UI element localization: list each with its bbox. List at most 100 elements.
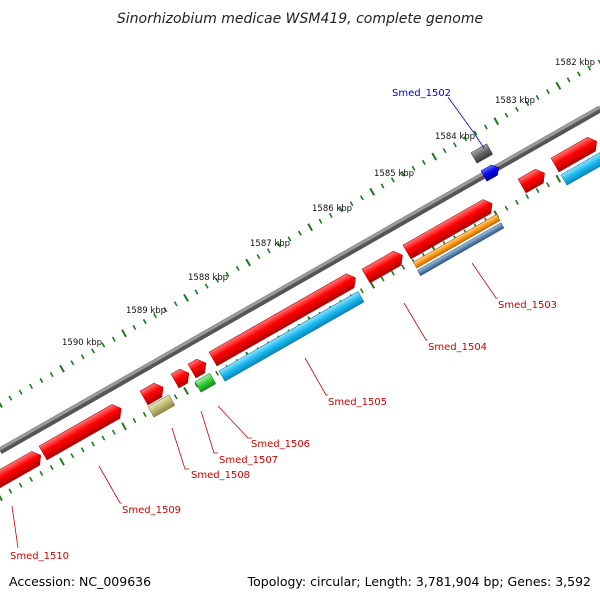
tick-mark bbox=[369, 187, 376, 196]
map-title: Sinorhizobium medicae WSM419, complete g… bbox=[117, 11, 483, 27]
tick-mark bbox=[493, 117, 500, 126]
tick-label: 1584 kbp bbox=[435, 132, 475, 142]
tick-mark bbox=[70, 453, 75, 459]
tick-label: 1587 kbp bbox=[250, 239, 290, 249]
tick-mark bbox=[484, 124, 488, 130]
gene-label-smed-1502[interactable]: Smed_1502 bbox=[392, 88, 451, 99]
tick-mark bbox=[473, 130, 478, 136]
tick-mark bbox=[452, 142, 457, 148]
tick-mark bbox=[91, 441, 95, 447]
tick-mark bbox=[390, 270, 395, 276]
tick-mark bbox=[204, 283, 209, 289]
gene-label-smed-1508[interactable]: Smed_1508 bbox=[191, 470, 250, 481]
tick-mark bbox=[39, 470, 44, 477]
gene-label-smed-1506[interactable]: Smed_1506 bbox=[251, 439, 310, 450]
tick-mark bbox=[183, 293, 189, 302]
tick-mark bbox=[29, 383, 33, 389]
tick-mark bbox=[535, 95, 540, 101]
tick-mark bbox=[8, 488, 13, 494]
gene-arrow[interactable] bbox=[0, 448, 45, 498]
gene-arrow[interactable] bbox=[417, 222, 505, 276]
tick-mark bbox=[339, 206, 344, 213]
gene-arrow[interactable] bbox=[147, 394, 176, 418]
tick-mark bbox=[0, 494, 3, 501]
gene-labels: Smed_1502 Smed_1503 Smed_1504 Smed_1505 … bbox=[10, 88, 557, 562]
tick-mark bbox=[277, 242, 282, 248]
tick-label: 1586 kbp bbox=[312, 204, 352, 214]
gene-label-smed-1507[interactable]: Smed_1507 bbox=[219, 455, 278, 466]
tick-mark bbox=[401, 264, 406, 270]
gene-arrow[interactable] bbox=[170, 366, 193, 389]
tick-mark bbox=[142, 318, 147, 325]
gene-label-smed-1504[interactable]: Smed_1504 bbox=[428, 342, 487, 353]
tick-mark bbox=[390, 177, 395, 183]
tick-mark bbox=[194, 289, 199, 295]
tick-mark bbox=[401, 171, 406, 177]
gene-arrow[interactable] bbox=[218, 291, 365, 382]
tick-mark bbox=[111, 429, 116, 435]
tick-mark bbox=[235, 265, 240, 272]
tick-mark bbox=[194, 382, 199, 388]
gene-label-smed-1503[interactable]: Smed_1503 bbox=[498, 300, 557, 311]
tick-mark bbox=[380, 183, 385, 189]
gene-arrow[interactable] bbox=[38, 401, 125, 461]
tick-mark bbox=[442, 148, 447, 154]
gene-arrow[interactable] bbox=[560, 150, 600, 186]
gene-label-smed-1510[interactable]: Smed_1510 bbox=[10, 551, 69, 562]
tick-label: 1588 kbp bbox=[188, 273, 228, 283]
tick-label: 1585 kbp bbox=[374, 169, 414, 179]
tick-mark bbox=[555, 174, 562, 183]
tick-mark bbox=[0, 401, 3, 408]
tick-mark bbox=[525, 193, 530, 200]
tick-mark bbox=[132, 417, 137, 423]
topology-summary: Topology: circular; Length: 3,781,904 bp… bbox=[247, 574, 591, 589]
tick-mark bbox=[535, 188, 540, 194]
gene-arrow[interactable] bbox=[139, 380, 167, 406]
tick-mark bbox=[163, 307, 168, 313]
gene-arrow[interactable] bbox=[208, 271, 359, 367]
tick-mark bbox=[515, 199, 519, 205]
tick-mark bbox=[297, 230, 302, 236]
tick-mark bbox=[18, 389, 23, 395]
tick-mark bbox=[287, 236, 292, 242]
gene-label-smed-1509[interactable]: Smed_1509 bbox=[122, 505, 181, 516]
gene-arrow[interactable] bbox=[361, 248, 406, 284]
tick-mark bbox=[18, 482, 23, 488]
gene-arrow[interactable] bbox=[402, 196, 496, 260]
tick-mark bbox=[142, 411, 147, 418]
tick-mark bbox=[318, 218, 323, 224]
tick-mark bbox=[566, 77, 571, 83]
tick-mark bbox=[349, 201, 354, 207]
tick-mark bbox=[121, 329, 127, 338]
gene-arrow[interactable] bbox=[470, 143, 493, 164]
tick-mark bbox=[121, 422, 127, 431]
tick-mark bbox=[59, 457, 65, 466]
tick-label: 1589 kbp bbox=[126, 306, 166, 316]
tick-mark bbox=[546, 89, 550, 95]
tick-mark bbox=[183, 386, 189, 395]
tick-mark bbox=[577, 71, 581, 77]
tick-mark bbox=[215, 277, 219, 283]
tick-mark bbox=[173, 301, 178, 307]
tick-mark bbox=[463, 136, 468, 142]
gene-arrow[interactable] bbox=[517, 166, 549, 194]
gene-label-smed-1505[interactable]: Smed_1505 bbox=[328, 397, 387, 408]
leader-lines bbox=[11, 96, 498, 549]
tick-mark bbox=[359, 288, 364, 294]
genome-backbone bbox=[0, 105, 600, 455]
gene-arrow[interactable] bbox=[480, 162, 502, 182]
tick-mark bbox=[215, 370, 219, 376]
tick-mark bbox=[59, 364, 65, 373]
gene-arrow[interactable] bbox=[412, 214, 501, 269]
tick-mark bbox=[39, 377, 44, 384]
kbp-tick-labels: 1582 kbp 1583 kbp 1584 kbp 1585 kbp 1586… bbox=[62, 58, 595, 348]
gene-arrow[interactable] bbox=[187, 356, 210, 379]
accession-text: Accession: NC_009636 bbox=[9, 574, 151, 589]
gene-arrow[interactable] bbox=[550, 134, 600, 173]
tick-mark bbox=[307, 223, 313, 232]
tick-mark bbox=[101, 342, 106, 348]
tick-mark bbox=[546, 182, 550, 188]
gene-arrow[interactable] bbox=[194, 373, 217, 393]
tick-label: 1582 kbp bbox=[555, 58, 595, 68]
